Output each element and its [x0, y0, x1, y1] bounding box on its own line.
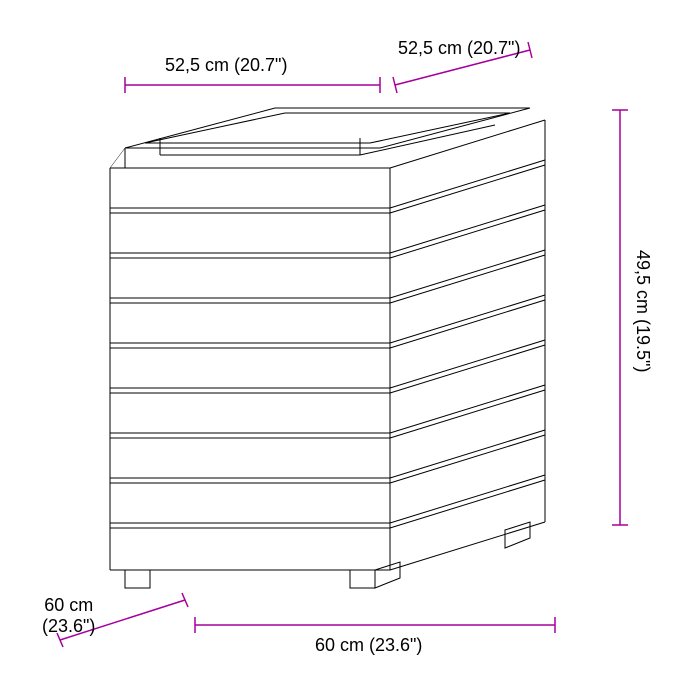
product-outline [110, 108, 545, 588]
diagram-svg [0, 0, 700, 700]
label-bottom-width: 60 cm (23.6") [315, 635, 422, 656]
dimension-lines [57, 42, 628, 647]
label-bottom-depth: 60 cm (23.6") [42, 595, 95, 637]
label-height: 49,5 cm (19.5") [632, 250, 653, 372]
label-top-depth: 52,5 cm (20.7") [398, 38, 520, 59]
label-bottom-depth-line1: 60 cm [44, 595, 93, 615]
label-bottom-depth-line2: (23.6") [42, 616, 95, 636]
label-top-width: 52,5 cm (20.7") [165, 55, 287, 76]
product-diagram-container: 52,5 cm (20.7") 52,5 cm (20.7") 49,5 cm … [0, 0, 700, 700]
